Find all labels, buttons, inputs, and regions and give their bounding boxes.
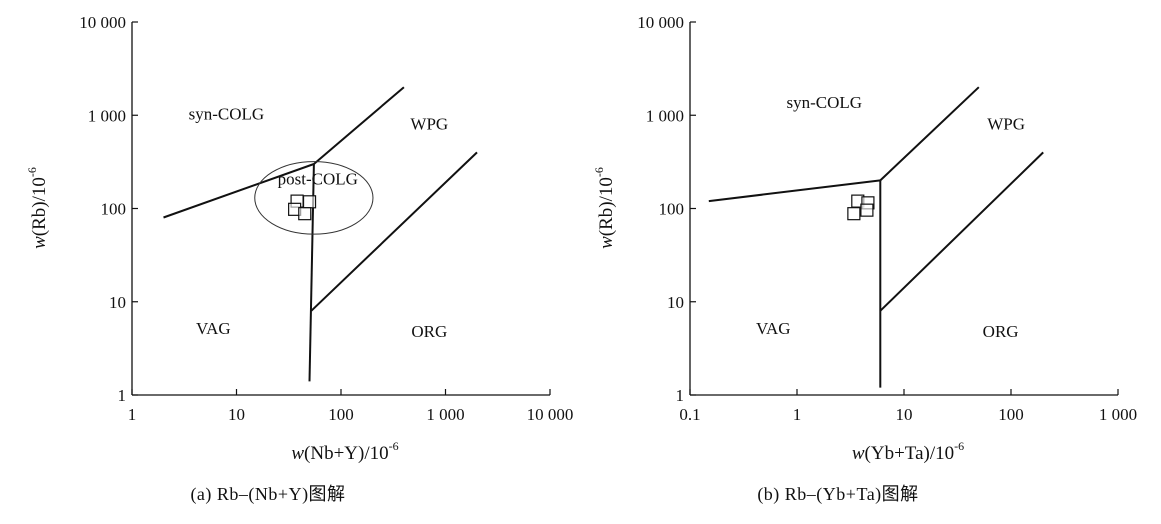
- x-axis-title: w(Nb+Y)/10-6: [291, 439, 398, 464]
- boundary-line: [708, 179, 881, 203]
- region-label: WPG: [410, 115, 448, 134]
- x-axis-title-w: w: [852, 443, 865, 464]
- y-tick-label: 1 000: [88, 106, 126, 125]
- y-axis-title-body: (Rb)/10: [596, 177, 617, 236]
- y-axis-title: w(Rb)/10-6: [25, 167, 50, 249]
- y-axis-title-w: w: [596, 236, 617, 249]
- boundary-line: [879, 151, 1044, 312]
- x-tick-label: 10: [896, 405, 913, 424]
- x-axis-title-body: (Nb+Y)/10: [304, 443, 389, 464]
- chart-panel-a: 1 10 100 1 000 10 000 1 10 100 1 000 10 000 syn-CO…: [25, 13, 573, 505]
- y-axis-title-body: (Rb)/10: [29, 177, 50, 236]
- panel-caption: (a) Rb–(Nb+Y)图解: [190, 484, 345, 505]
- boundary-line: [313, 86, 405, 165]
- data-point: [298, 207, 312, 221]
- x-axis-title-body: (Yb+Ta)/10: [865, 443, 955, 464]
- region-label: syn-COLG: [189, 105, 265, 124]
- x-tick-label: 1 000: [426, 405, 464, 424]
- y-tick-label: 1 000: [646, 106, 684, 125]
- x-tick-label: 10: [228, 405, 245, 424]
- y-tick-label: 10 000: [79, 13, 126, 32]
- x-tick-label: 10 000: [527, 405, 574, 424]
- y-tick-label: 10: [667, 293, 684, 312]
- x-tick-label: 1: [128, 405, 137, 424]
- data-point: [860, 203, 874, 217]
- y-tick-label: 10: [109, 293, 126, 312]
- x-axis-title-sup: -6: [954, 439, 964, 453]
- y-axis-title: w(Rb)/10-6: [592, 167, 617, 249]
- y-tick-label: 1: [118, 386, 127, 405]
- boundary-line: [879, 86, 980, 182]
- region-label: VAG: [196, 319, 231, 338]
- boundary-line: [310, 151, 478, 312]
- x-tick-label: 0.1: [679, 405, 700, 424]
- y-axis-title-sup: -6: [592, 167, 606, 177]
- data-point: [847, 207, 861, 221]
- x-tick-label: 100: [998, 405, 1024, 424]
- y-tick-label: 100: [101, 200, 127, 219]
- panel-caption: (b) Rb–(Yb+Ta)图解: [757, 484, 918, 505]
- region-label: syn-COLG: [787, 93, 863, 112]
- x-axis-title: w(Yb+Ta)/10-6: [852, 439, 964, 464]
- y-axis-title-sup: -6: [25, 167, 39, 177]
- region-label: VAG: [756, 319, 791, 338]
- x-tick-label: 1 000: [1099, 405, 1137, 424]
- data-point: [302, 195, 317, 209]
- x-tick-label: 100: [328, 405, 354, 424]
- y-axis-title-w: w: [29, 236, 50, 249]
- highlight-ellipse: [254, 161, 374, 235]
- y-tick-label: 1: [676, 386, 685, 405]
- boundary-line: [163, 163, 315, 219]
- y-tick-label: 10 000: [637, 13, 684, 32]
- region-label: ORG: [983, 322, 1019, 341]
- x-axis-title-w: w: [291, 443, 304, 464]
- x-tick-label: 1: [793, 405, 802, 424]
- x-axis-title-sup: -6: [389, 439, 399, 453]
- region-label: ORG: [411, 322, 447, 341]
- y-tick-label: 100: [659, 200, 685, 219]
- region-label: post-COLG: [278, 170, 358, 189]
- region-label: WPG: [987, 115, 1025, 134]
